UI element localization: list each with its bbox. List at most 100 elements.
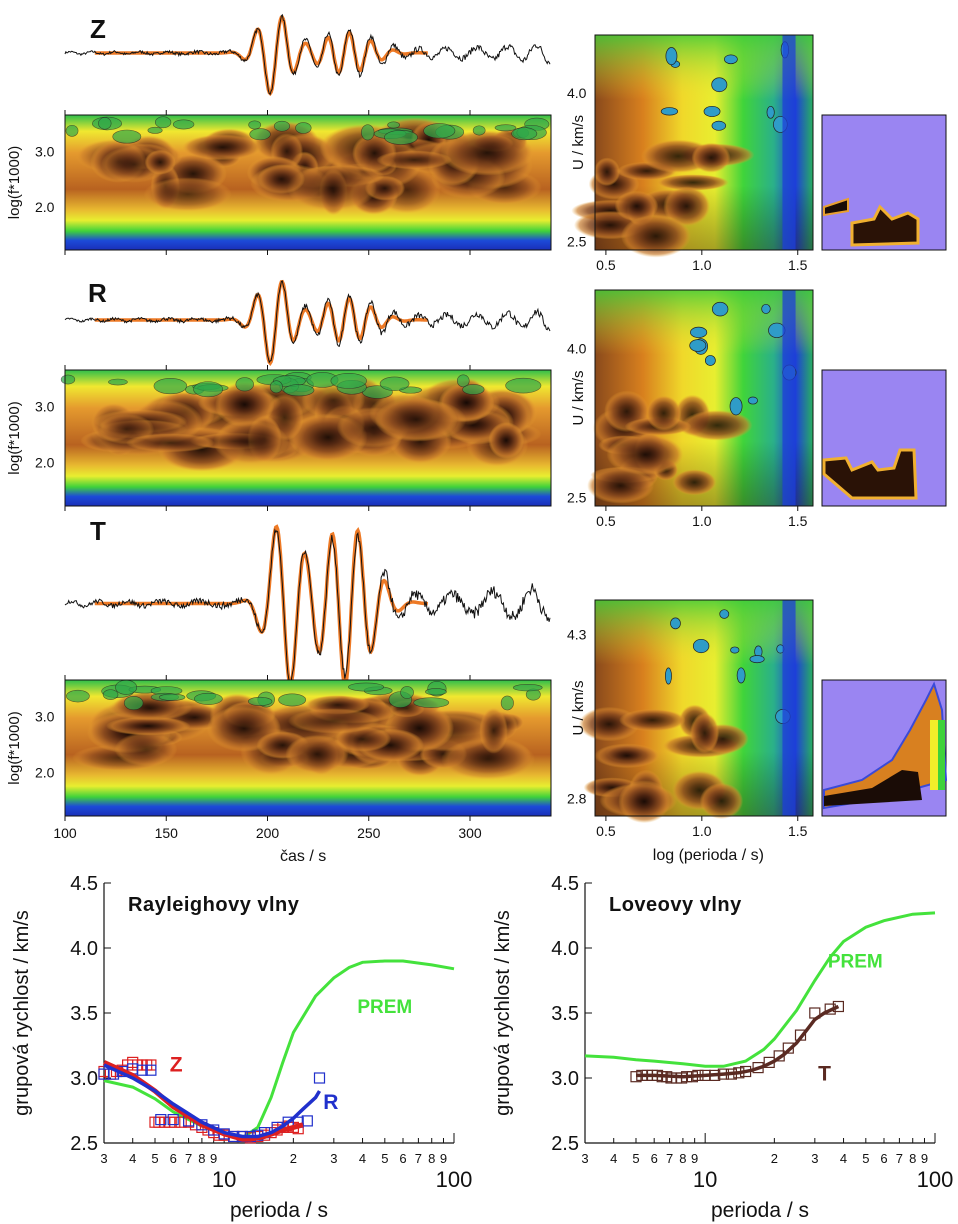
- spectrogram-contour: [413, 697, 450, 708]
- dispersion-frame: [594, 289, 814, 507]
- spectrogram-contour: [60, 374, 76, 385]
- spec-xtick: 150: [155, 825, 179, 841]
- x-minor-tick: 3: [581, 1151, 588, 1166]
- dispersion-blob: [657, 174, 729, 191]
- disp-ytick: 4.0: [567, 85, 587, 101]
- disp-xtick: 1.5: [788, 257, 808, 273]
- dispersion-blob: [618, 780, 671, 824]
- dispersion-contour: [766, 105, 775, 119]
- y-tick: 4.5: [70, 873, 98, 895]
- x-minor-tick: 7: [896, 1151, 903, 1166]
- point-r: [301, 1115, 313, 1127]
- x-minor-tick: 9: [691, 1151, 698, 1166]
- x-minor-tick: 6: [170, 1151, 177, 1166]
- x-minor-tick: 4: [129, 1151, 136, 1166]
- dispersion-contour: [736, 667, 746, 684]
- disp-ytick: 2.5: [567, 233, 587, 249]
- spec-xtick: 300: [458, 825, 482, 841]
- x-minor-tick: 8: [198, 1151, 205, 1166]
- panel-row-t: T 3.0 2.0 log(f*1000) 100 150 200 250 300 čas / s…: [6, 516, 948, 865]
- spectrogram-contour: [295, 122, 312, 134]
- spectrogram: [60, 369, 552, 507]
- disp-ylabel: U / km/s: [570, 681, 587, 736]
- point-r: [167, 1113, 179, 1126]
- disp-ylabel: U / km/s: [570, 371, 587, 426]
- label-z: Z: [170, 1054, 183, 1077]
- component-label: T: [90, 516, 106, 546]
- spec-ytick: 3.0: [35, 143, 55, 159]
- spectrogram-contour: [108, 378, 128, 386]
- spectrogram-contour: [154, 116, 172, 129]
- x-minor-tick: 4: [840, 1151, 847, 1166]
- spectrogram-contour: [347, 682, 385, 692]
- spectrogram-blob: [257, 164, 306, 195]
- spec-ylabel: log(f*1000): [6, 711, 23, 784]
- dispersion-contour: [692, 638, 710, 654]
- spectrogram-blob: [374, 397, 458, 442]
- dispersion-contour: [711, 77, 728, 93]
- component-label: Z: [90, 14, 106, 44]
- spectrogram: [64, 114, 552, 251]
- y-tick: 3.5: [70, 1003, 98, 1025]
- spectrogram-contour: [379, 376, 410, 391]
- dispersion-contour: [729, 397, 743, 416]
- dispersion-diagram: [578, 599, 814, 824]
- dispersion-diagram: [571, 34, 814, 258]
- point-r: [155, 1113, 167, 1126]
- spectrogram-contour: [456, 374, 470, 388]
- panel-row-r: R 3.0 2.0 log(f*1000) 4.0 2.5 U / km/s 0.5 1.0 1.…: [6, 278, 947, 529]
- x-axis-label: perioda / s: [230, 1199, 328, 1222]
- series-prem: [584, 911, 936, 1068]
- y-tick: 2.5: [70, 1133, 98, 1155]
- spectrogram-contour: [511, 127, 538, 141]
- spec-ylabel: log(f*1000): [6, 146, 23, 219]
- x-minor-tick: 4: [359, 1151, 366, 1166]
- x-minor-tick: 6: [399, 1151, 406, 1166]
- x-major-tick: 100: [917, 1167, 954, 1192]
- dispersion-contour: [711, 301, 729, 317]
- spectrogram-contour: [158, 693, 186, 701]
- y-tick: 4.0: [551, 938, 579, 960]
- disp-xtick: 1.0: [692, 257, 712, 273]
- disp-ytick: 4.3: [567, 627, 587, 643]
- dispersion-contour: [664, 667, 672, 685]
- dispersion-blob: [663, 186, 711, 227]
- spectrogram-contour: [98, 117, 112, 130]
- x-minor-tick: 7: [666, 1151, 673, 1166]
- dispersion-contour: [660, 107, 679, 116]
- point-z: [175, 1116, 187, 1128]
- y-tick: 3.0: [551, 1068, 579, 1090]
- label-prem: PREM: [357, 997, 412, 1018]
- spectrogram-contour: [123, 695, 144, 711]
- spectrogram: [64, 679, 552, 817]
- dispersion-blob: [594, 743, 660, 769]
- spectrogram-contour: [249, 128, 271, 141]
- chart-title: Rayleighovy vlny: [128, 894, 300, 916]
- panel-row-z: Z 3.0 2.0 log(f*1000) 4.0 2.5 U / km/s 0.5 1.0 1.…: [6, 13, 947, 273]
- dispersion-blob: [620, 214, 691, 258]
- point-r: [145, 1064, 157, 1076]
- spec-ylabel: log(f*1000): [6, 401, 23, 474]
- spectrogram-contour: [102, 689, 119, 700]
- x-minor-tick: 7: [185, 1151, 192, 1166]
- x-minor-tick: 8: [909, 1151, 916, 1166]
- x-minor-tick: 5: [381, 1151, 388, 1166]
- dispersion-contour: [749, 655, 765, 664]
- dispersion-blob: [681, 410, 753, 441]
- spectrogram-contour: [283, 384, 315, 397]
- x-minor-tick: 5: [151, 1151, 158, 1166]
- dispersion-contour: [703, 105, 721, 117]
- spectrogram-frame: [64, 369, 552, 507]
- x-minor-tick: 6: [880, 1151, 887, 1166]
- dispersion-blob: [614, 190, 659, 222]
- picked-ridge-shape: [822, 448, 918, 500]
- dispersion-blob: [619, 708, 686, 732]
- x-minor-tick: 3: [330, 1151, 337, 1166]
- dispersion-band: [782, 600, 796, 816]
- dispersion-band: [782, 290, 796, 506]
- spec-ytick: 2.0: [35, 764, 55, 780]
- chart-title: Loveovy vlny: [609, 894, 742, 916]
- x-minor-tick: 3: [811, 1151, 818, 1166]
- spectrogram-blob: [440, 130, 534, 176]
- label-prem: PREM: [828, 952, 883, 973]
